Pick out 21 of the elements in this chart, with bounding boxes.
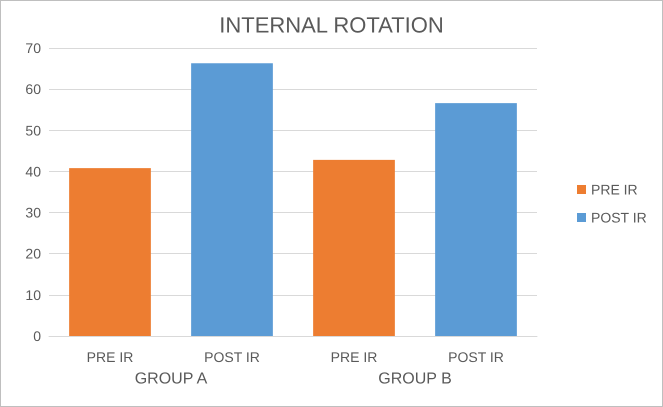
x-tick-label: PRE IR [86,349,134,365]
legend-label: POST IR [590,210,647,226]
y-tick-label: 0 [33,328,42,344]
text: GROUP B [378,370,452,388]
y-tick-label: 40 [25,163,42,180]
bar [191,63,273,336]
x-tick-label: POST IR [204,349,260,365]
y-tick-label: 60 [25,81,42,98]
x-tick-label: PRE IR [330,349,378,365]
y-tick-label: 50 [25,122,42,138]
chart-title: INTERNAL ROTATION [219,12,444,38]
bar [69,168,151,336]
bar [313,160,395,336]
legend-label: PRE IR [590,182,638,198]
y-tick-label: 20 [25,246,42,262]
text: GROUP A [134,370,208,388]
y-tick-label: 10 [25,286,42,303]
bar [435,103,517,336]
x-tick-label: POST IR [448,349,504,365]
y-tick-label: 70 [25,40,42,56]
y-tick-label: 30 [25,204,42,221]
